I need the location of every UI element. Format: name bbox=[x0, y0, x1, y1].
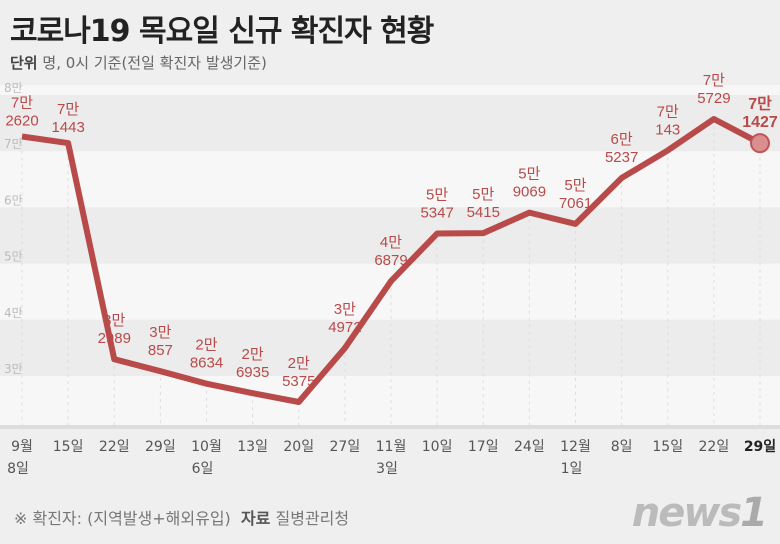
data-label: 2만 6935 bbox=[236, 346, 269, 381]
data-label: 3만 857 bbox=[148, 324, 173, 359]
unit-note: 단위 명, 0시 기준(전일 확진자 발생기준) bbox=[10, 52, 267, 73]
data-label: 2만 8634 bbox=[190, 337, 223, 372]
data-label: 5만 9069 bbox=[513, 166, 546, 201]
x-tick-label: 22일 bbox=[699, 439, 730, 455]
x-tick-label: 29일 bbox=[145, 439, 176, 455]
data-label: 7만 1443 bbox=[51, 101, 84, 136]
footnote: ※ 확진자: (지역발생+해외유입) bbox=[14, 509, 231, 528]
x-tick-label: 22일 bbox=[99, 439, 130, 455]
x-tick-label: 27일 bbox=[330, 439, 361, 455]
y-tick-label: 5만 bbox=[4, 250, 23, 264]
source-label: 자료 bbox=[240, 509, 271, 528]
unit-text: 명, 0시 기준(전일 확진자 발생기준) bbox=[42, 54, 267, 72]
data-label: 2만 5375 bbox=[282, 355, 315, 390]
x-tick-label: 17일 bbox=[468, 439, 499, 455]
data-label: 5만 7061 bbox=[559, 177, 592, 212]
unit-label: 단위 bbox=[10, 54, 38, 72]
chart-title: 코로나19 목요일 신규 확진자 현황 bbox=[10, 14, 434, 49]
x-tick-label: 9월 8일 bbox=[7, 439, 33, 477]
source: 질병관리청 bbox=[275, 509, 350, 528]
y-tick-label: 4만 bbox=[4, 306, 23, 320]
data-label: 7만 143 bbox=[655, 103, 680, 138]
y-tick-label: 6만 bbox=[4, 193, 23, 207]
data-label: 3만 2989 bbox=[98, 312, 131, 347]
x-tick-label: 11월 3일 bbox=[376, 439, 407, 477]
data-label: 7만 5729 bbox=[697, 72, 730, 107]
x-axis-line bbox=[0, 425, 780, 429]
x-tick-label: 13일 bbox=[237, 439, 268, 455]
y-tick-label: 7만 bbox=[4, 137, 23, 151]
grid-band bbox=[0, 95, 780, 152]
y-tick-label: 8만 bbox=[4, 81, 23, 95]
data-label: 7만 1427 bbox=[742, 95, 778, 131]
data-label: 3만 4972 bbox=[328, 301, 361, 336]
grid-band bbox=[0, 319, 780, 376]
x-tick-label: 15일 bbox=[652, 439, 683, 455]
x-tick-label: 15일 bbox=[53, 439, 84, 455]
x-tick-label: 29일 bbox=[744, 439, 776, 455]
data-label: 6만 5237 bbox=[605, 131, 638, 166]
x-tick-label: 20일 bbox=[283, 439, 314, 455]
data-label: 5만 5415 bbox=[467, 186, 500, 221]
y-tick-label: 3만 bbox=[4, 362, 23, 376]
x-tick-label: 10일 bbox=[422, 439, 453, 455]
news1-logo: news1 bbox=[631, 490, 768, 536]
last-point-marker bbox=[750, 133, 770, 154]
x-tick-label: 24일 bbox=[514, 439, 545, 455]
grid-band bbox=[0, 207, 780, 264]
data-label: 5만 5347 bbox=[420, 187, 453, 222]
x-tick-label: 12월 1일 bbox=[560, 439, 591, 477]
x-tick-label: 10월 6일 bbox=[191, 439, 222, 477]
data-label: 7만 2620 bbox=[5, 94, 38, 129]
data-label: 4만 6879 bbox=[374, 234, 407, 269]
x-tick-label: 8일 bbox=[611, 439, 633, 455]
series-line bbox=[21, 116, 762, 405]
footer: ※ 확진자: (지역발생+해외유입) 자료 질병관리청 bbox=[14, 505, 349, 529]
